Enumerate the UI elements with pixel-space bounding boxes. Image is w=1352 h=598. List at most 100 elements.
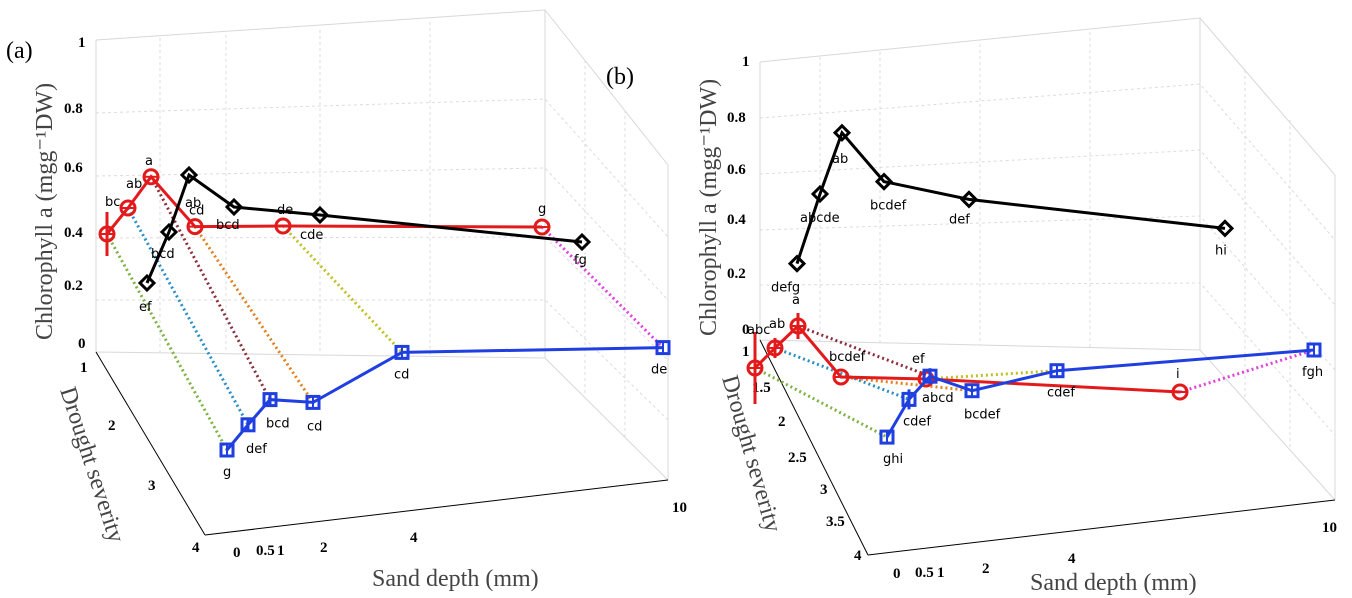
x-tick-label: 2 (320, 540, 328, 556)
x-tick-label: 0 (893, 566, 901, 582)
panel-a-z-ticks: 0 0.2 0.4 0.6 0.8 1 (64, 35, 86, 352)
y-tick-label: 3 (148, 478, 156, 494)
data-point-diamond (572, 232, 592, 252)
panel-b-z-ticks: 0 0.2 0.4 0.6 0.8 1 (727, 54, 750, 338)
significance-letter: a (792, 293, 800, 308)
significance-letter: cd (189, 204, 204, 219)
z-tick-label: 0 (742, 322, 750, 338)
y-tick-label: 1.5 (752, 380, 771, 396)
significance-letter: fgh (1302, 365, 1323, 380)
panel-a-box (95, 9, 669, 481)
panel-a-axes (95, 351, 669, 536)
drop-line (774, 346, 910, 401)
panel-a-x-axis-title: Sand depth (mm) (372, 566, 539, 592)
y-tick-label: 4 (192, 540, 200, 556)
x-tick-label: 1 (277, 543, 285, 559)
significance-letter: i (1176, 367, 1180, 382)
significance-letter: cd (394, 367, 409, 382)
significance-letter: de (651, 363, 667, 378)
series-line (753, 323, 1181, 394)
significance-letter: bcdef (870, 199, 907, 214)
drop-line (193, 225, 315, 404)
significance-letter: ef (139, 300, 152, 315)
z-tick-label: 0.8 (64, 101, 83, 117)
drop-line (1179, 348, 1315, 394)
z-tick-label: 0.4 (64, 225, 83, 241)
drop-line (797, 324, 931, 378)
panel-b-y-ticks: 1 1.5 2 2.5 3 3.5 4 (742, 344, 862, 564)
y-tick-label: 1 (80, 360, 88, 376)
significance-letter: ef (912, 352, 925, 367)
significance-letter: abc (747, 323, 770, 338)
significance-letter: a (145, 154, 153, 169)
data-point-diamond (179, 165, 199, 185)
panel-a: (a) 0 0.2 0.4 0.6 0.8 (6, 9, 687, 592)
significance-letter: cdef (903, 414, 931, 429)
significance-letter: defg (771, 281, 800, 296)
data-point-diamond (832, 123, 852, 142)
data-point-diamond (224, 197, 244, 217)
z-tick-label: 0 (78, 336, 86, 352)
significance-letter: ab (832, 152, 848, 167)
panel-a-x-ticks: 0 0.5 1 2 4 10 (233, 500, 687, 561)
significance-letter: ab (769, 317, 785, 332)
significance-letter: abcd (922, 391, 954, 406)
significance-letter: fg (574, 253, 587, 268)
significance-letter: abcde (800, 211, 840, 226)
z-tick-label: 0.8 (727, 110, 746, 126)
panel-a-y-ticks: 1 2 3 4 (80, 360, 200, 556)
series-line (795, 129, 1226, 265)
significance-letter: def (246, 442, 267, 457)
drop-lines (754, 324, 1315, 439)
panel-b: (b) 0 0.2 0.4 0.6 0.8 1 (606, 17, 1337, 596)
y-tick-label: 3.5 (826, 514, 845, 530)
z-tick-label: 1 (78, 35, 86, 51)
y-tick-label: 2 (108, 418, 116, 434)
z-tick-label: 1 (742, 54, 750, 70)
panel-b-y-axis-title: Drought severity (716, 372, 786, 535)
y-tick-label: 4 (854, 548, 862, 564)
x-tick-label: 4 (1068, 551, 1076, 567)
data-point-diamond (159, 222, 179, 242)
drop-line (149, 176, 272, 401)
z-tick-label: 0.6 (64, 160, 83, 176)
y-tick-label: 1 (742, 344, 750, 360)
z-tick-label: 0.2 (64, 278, 83, 294)
y-tick-label: 2.5 (788, 450, 807, 466)
x-tick-label: 0.5 (915, 565, 934, 581)
significance-letter: bcd (216, 218, 240, 233)
data-point-diamond (1215, 219, 1235, 238)
drop-line (925, 369, 1058, 381)
z-tick-label: 0.4 (727, 212, 746, 228)
significance-letter: bcd (151, 247, 175, 262)
drop-line (126, 207, 250, 426)
significance-letter: bcdef (964, 408, 1001, 423)
significance-letter: bcd (266, 417, 290, 432)
series-line (145, 172, 583, 284)
significance-letter: ab (185, 196, 201, 211)
significance-letter: g (538, 202, 546, 217)
data-point-diamond (959, 190, 979, 209)
significance-letter: cdef (1047, 386, 1075, 401)
significance-letter: bcdef (829, 350, 866, 365)
data-point-diamond (310, 205, 330, 225)
panel-b-z-axis-title: Chlorophyll a (mgg⁻¹DW) (696, 79, 722, 336)
significance-letter: ab (126, 177, 142, 192)
x-tick-label: 10 (672, 500, 687, 516)
x-tick-label: 1 (937, 565, 945, 581)
significance-letter: hi (1215, 243, 1227, 258)
significance-letter: bc (105, 195, 120, 210)
panel-b-axes (759, 339, 1336, 556)
panel-a-label: (a) (6, 38, 33, 64)
y-tick-label: 2 (778, 414, 786, 430)
series-square: ghi cdef abcd bcdef cdef fgh (879, 342, 1323, 467)
z-tick-label: 0.6 (727, 162, 746, 178)
significance-letter: def (949, 212, 970, 227)
significance-letter: g (223, 465, 231, 480)
significance-letter: cde (300, 228, 323, 243)
